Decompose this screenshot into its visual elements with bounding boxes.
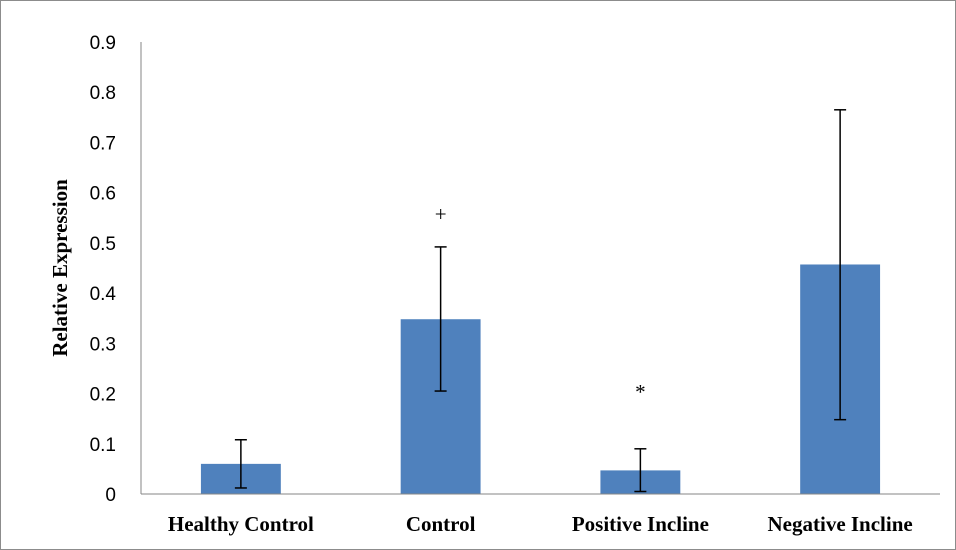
- error-bars: [234, 109, 847, 493]
- y-tick-label: 0.6: [90, 184, 116, 205]
- y-tick-label: 0.7: [90, 133, 116, 154]
- category-label: Control: [406, 512, 476, 536]
- bars: [200, 264, 881, 494]
- category-label: Healthy Control: [168, 512, 314, 536]
- y-tick-label: 0.4: [90, 284, 117, 305]
- y-tick-label: 0.2: [90, 385, 116, 406]
- significance-marker: +: [435, 202, 447, 226]
- y-axis-ticks: 0 0.1 0.2 0.3 0.4 0.5 0.6 0.7 0.8 0.9: [90, 33, 117, 506]
- y-tick-label: 0.3: [90, 334, 116, 355]
- category-label: Negative Incline: [768, 512, 913, 536]
- y-axis-label: Relative Expression: [48, 179, 72, 357]
- significance-marker: *: [635, 380, 646, 404]
- y-tick-label: 0.1: [90, 435, 116, 456]
- category-labels: Healthy Control Control Positive Incline Ne…: [168, 512, 913, 536]
- y-tick-label: 0: [105, 485, 116, 506]
- category-label: Positive Incline: [572, 512, 709, 536]
- y-tick-label: 0.8: [90, 83, 116, 104]
- y-tick-label: 0.9: [90, 33, 116, 54]
- annotations: +*: [435, 202, 646, 404]
- y-tick-label: 0.5: [90, 234, 116, 255]
